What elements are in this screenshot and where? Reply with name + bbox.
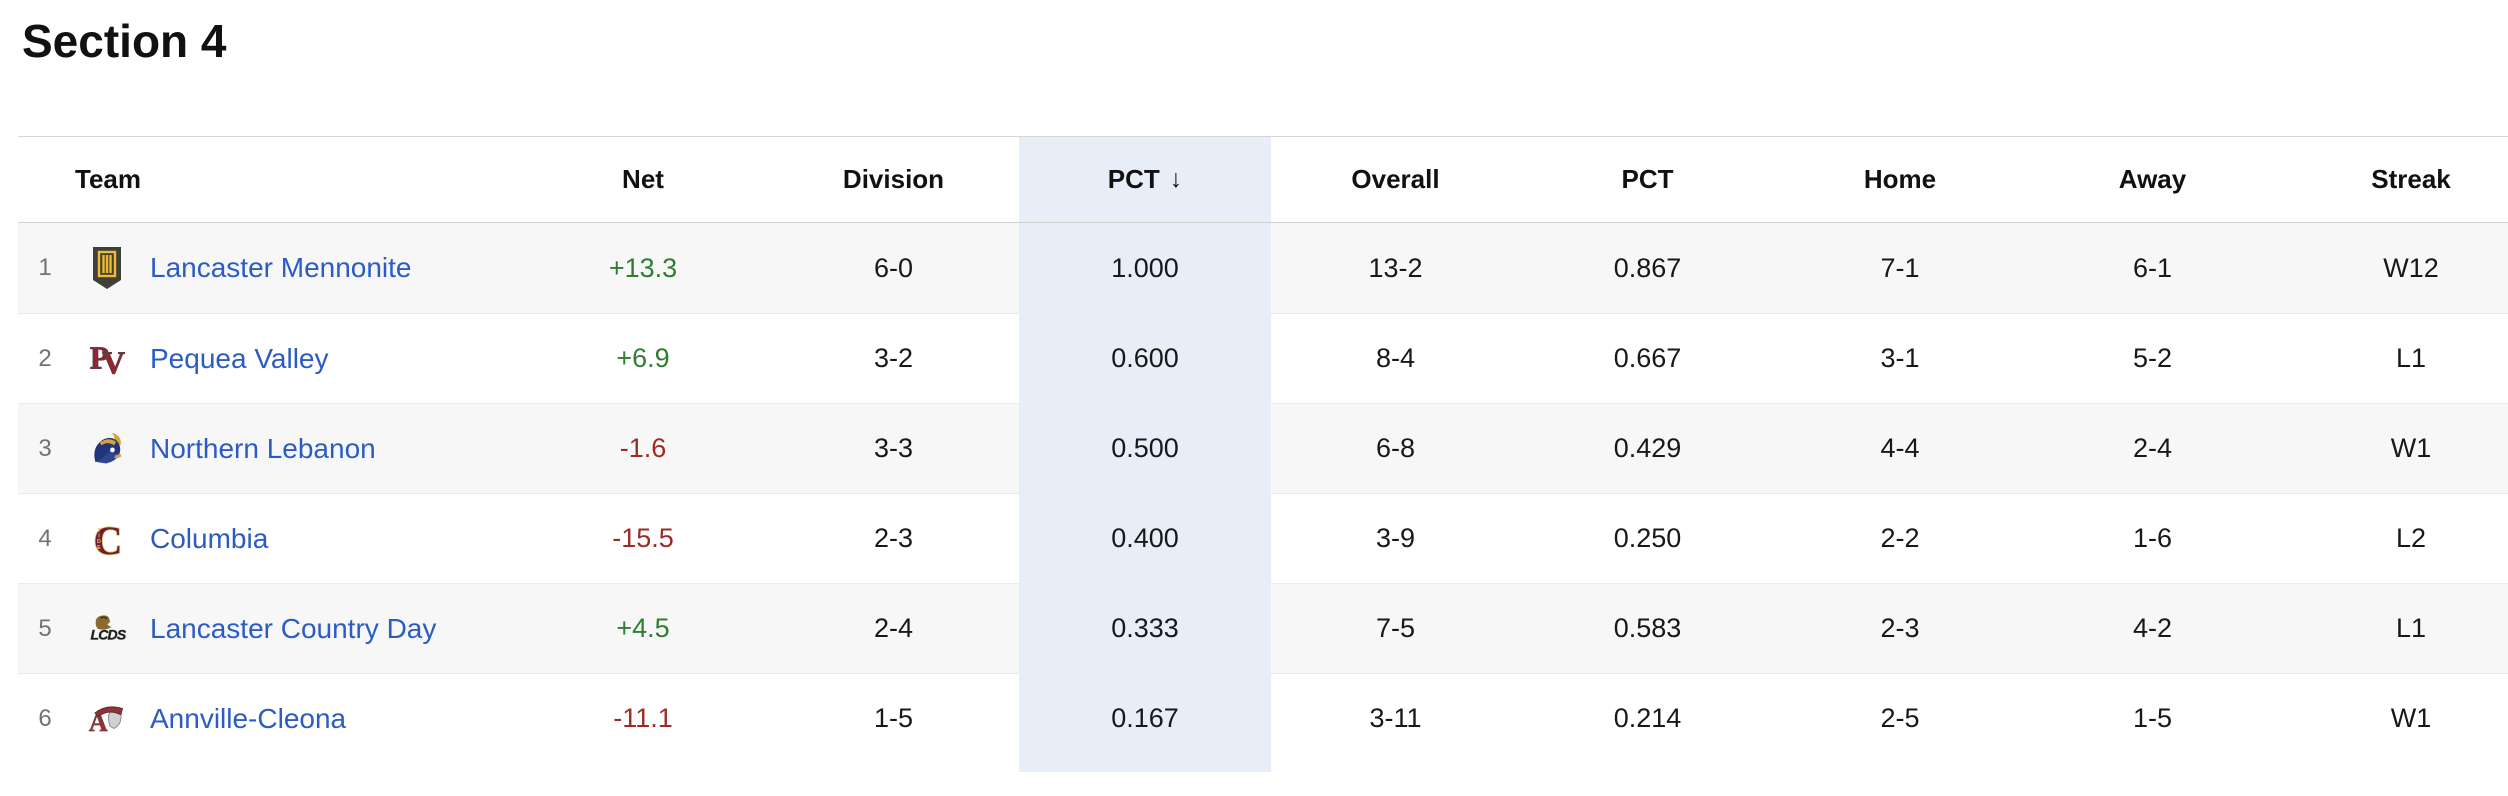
team-link[interactable]: Northern Lebanon	[150, 432, 376, 464]
team-link[interactable]: Lancaster Country Day	[150, 612, 437, 644]
home-record: 2-5	[1880, 703, 1920, 734]
overall-pct: 0.583	[1613, 613, 1682, 644]
table-header-row: Team Net Division PCT ↓ Overall PCT Home …	[18, 137, 2508, 224]
streak-value: L2	[2395, 523, 2427, 554]
svg-text:LCDS: LCDS	[90, 626, 126, 642]
table-row: 5 LCDS Lancaster Country Day +4.5 2-4 0.…	[18, 583, 2508, 674]
home-record: 4-4	[1880, 433, 1920, 464]
division-record: 1-5	[873, 703, 914, 734]
rank-label: 4	[38, 524, 52, 552]
away-record: 1-6	[2132, 523, 2173, 554]
team-link[interactable]: Pequea Valley	[150, 342, 329, 374]
division-pct: 0.400	[1111, 523, 1179, 554]
net-value: +4.5	[616, 613, 670, 644]
streak-value: L1	[2395, 343, 2427, 374]
table-row: 6 A Annville-Cleona -11.1 1-5 0.167 3-11…	[18, 673, 2508, 763]
overall-record: 3-9	[1375, 523, 1416, 554]
home-record: 2-2	[1880, 523, 1920, 554]
column-header-overall-pct[interactable]: PCT	[1621, 164, 1674, 195]
column-header-team[interactable]: Team	[75, 164, 141, 195]
net-value: -11.1	[613, 703, 673, 734]
table-row: 3 Northern Lebanon -1.6 3-3 0.500 6-8 0.…	[18, 403, 2508, 494]
away-record: 2-4	[2132, 433, 2173, 464]
rank-label: 1	[38, 254, 52, 282]
annville-cleona-logo-icon[interactable]: A	[88, 697, 126, 741]
net-value: +13.3	[608, 252, 678, 283]
team-link[interactable]: Columbia	[150, 522, 269, 554]
svg-text:A: A	[89, 708, 108, 737]
net-value: -1.6	[619, 433, 667, 464]
home-record: 3-1	[1880, 343, 1920, 374]
division-pct: 0.167	[1111, 703, 1179, 734]
overall-record: 6-8	[1375, 433, 1416, 464]
column-header-away[interactable]: Away	[2118, 164, 2187, 195]
away-record: 6-1	[2132, 252, 2173, 283]
division-record: 3-2	[873, 343, 914, 374]
table-row: 1 Lancaster Mennonite +13.3 6-0 1.000 13…	[18, 223, 2508, 314]
streak-value: W1	[2390, 703, 2432, 734]
svg-text:P: P	[90, 340, 109, 375]
overall-pct: 0.429	[1613, 433, 1682, 464]
lancaster-country-day-logo-icon[interactable]: LCDS	[88, 607, 126, 651]
column-header-division[interactable]: Division	[842, 164, 945, 195]
rank-label: 5	[38, 614, 52, 642]
svg-text:C: C	[94, 518, 123, 560]
svg-text:V: V	[102, 345, 125, 379]
overall-record: 13-2	[1368, 252, 1423, 283]
northern-lebanon-logo-icon[interactable]	[88, 427, 126, 471]
division-pct: 0.600	[1111, 343, 1179, 374]
rank-label: 3	[38, 434, 52, 462]
streak-value: W12	[2383, 252, 2439, 283]
division-record: 2-4	[873, 613, 914, 644]
streak-value: L1	[2395, 613, 2427, 644]
lancaster-mennonite-logo-icon[interactable]	[88, 246, 126, 290]
overall-pct: 0.867	[1613, 252, 1682, 283]
column-header-division-pct[interactable]: PCT ↓	[1107, 164, 1183, 195]
column-header-streak[interactable]: Streak	[2371, 164, 2451, 195]
overall-record: 8-4	[1375, 343, 1416, 374]
overall-record: 3-11	[1369, 703, 1422, 734]
pequea-valley-logo-icon[interactable]: P V	[88, 337, 126, 381]
away-record: 4-2	[2132, 613, 2173, 644]
division-pct: 1.000	[1111, 252, 1179, 283]
standings-table: Team Net Division PCT ↓ Overall PCT Home …	[18, 136, 2508, 773]
overall-pct: 0.667	[1613, 343, 1682, 374]
sort-desc-icon: ↓	[1169, 165, 1183, 194]
overall-pct: 0.250	[1613, 523, 1682, 554]
rank-label: 2	[38, 344, 52, 372]
home-record: 7-1	[1880, 252, 1920, 283]
overall-record: 7-5	[1375, 613, 1416, 644]
column-header-overall[interactable]: Overall	[1351, 164, 1440, 195]
away-record: 5-2	[2132, 343, 2173, 374]
division-record: 2-3	[873, 523, 914, 554]
table-row: 2 P V Pequea Valley +6.9 3-2 0.600 8-4 0…	[18, 313, 2508, 403]
division-record: 3-3	[873, 433, 914, 464]
net-value: +6.9	[616, 343, 670, 374]
rank-label: 6	[38, 704, 52, 732]
sorted-column-highlight	[1019, 137, 1271, 773]
column-header-net[interactable]: Net	[622, 164, 664, 195]
away-record: 1-5	[2132, 703, 2173, 734]
team-link[interactable]: Lancaster Mennonite	[150, 252, 412, 284]
column-header-home[interactable]: Home	[1863, 164, 1937, 195]
team-link[interactable]: Annville-Cleona	[150, 702, 347, 734]
overall-pct: 0.214	[1613, 703, 1682, 734]
streak-value: W1	[2390, 433, 2432, 464]
division-pct: 0.500	[1111, 433, 1179, 464]
home-record: 2-3	[1880, 613, 1920, 644]
page-title: Section 4	[22, 15, 227, 67]
net-value: -15.5	[612, 523, 674, 554]
division-pct: 0.333	[1111, 613, 1179, 644]
division-record: 6-0	[873, 252, 914, 283]
